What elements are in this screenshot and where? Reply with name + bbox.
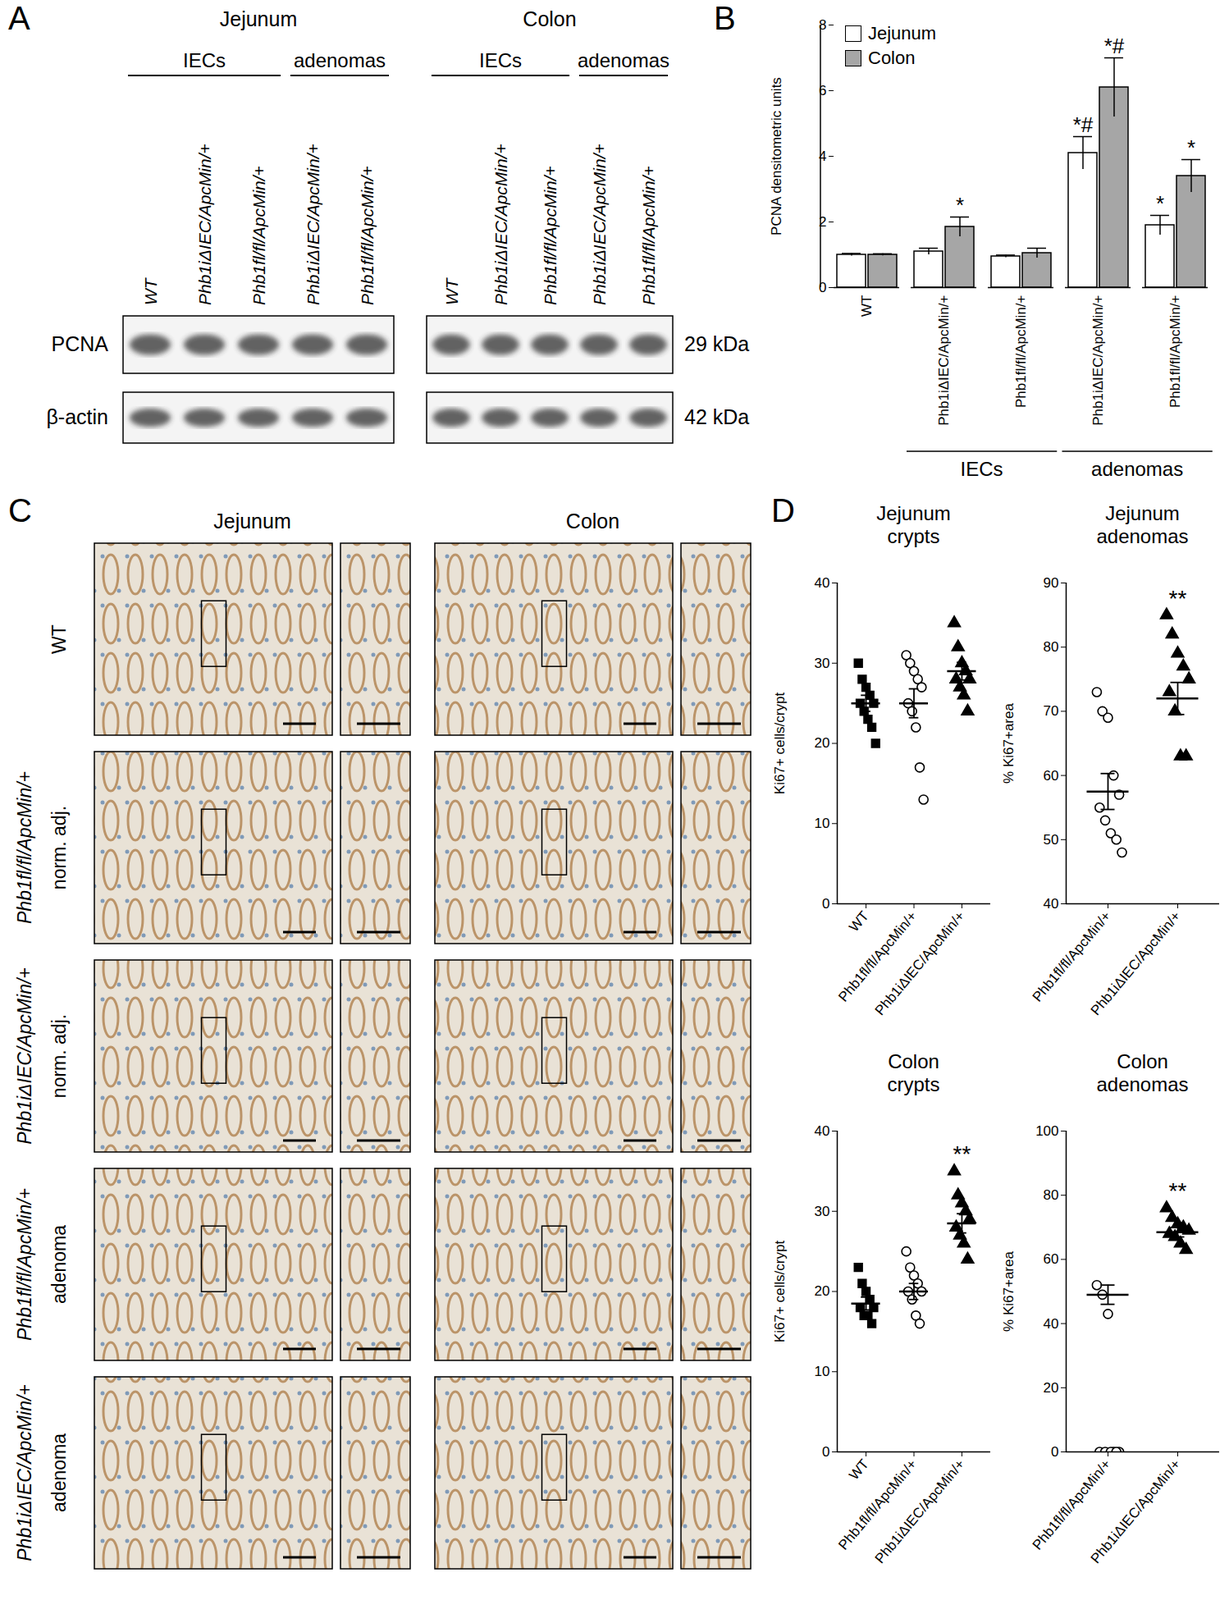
svg-text:2: 2 [818,214,827,230]
svg-text:Jejunum: Jejunum [213,509,292,533]
html-text:B: B [713,0,736,37]
svg-text:30: 30 [814,1203,831,1220]
svg-text:*#: *# [1104,33,1125,59]
html-text:Colon crypts: Colon crypts [887,1050,940,1096]
svg-text:WT: WT [48,624,70,654]
svg-text:Phb1iΔIEC/ApcMin/+: Phb1iΔIEC/ApcMin/+ [589,143,609,306]
svg-text:20: 20 [814,735,831,751]
svg-text:*: * [1187,135,1196,160]
svg-text:50: 50 [1043,831,1060,848]
svg-text:8: 8 [818,17,827,33]
svg-text:Ki67+ cells/crypt: Ki67+ cells/crypt [772,692,788,795]
html-text:Colon: Colon [868,47,916,69]
svg-text:WT: WT [141,276,160,306]
svg-text:**: ** [1169,1178,1188,1204]
svg-text:Colon: Colon [566,509,620,533]
svg-text:4: 4 [818,148,827,165]
svg-text:80: 80 [1043,1187,1060,1203]
svg-text:29 kDa: 29 kDa [684,332,750,356]
svg-text:10: 10 [814,815,831,832]
svg-text:Phb1iΔIEC/ApcMin/+: Phb1iΔIEC/ApcMin/+ [491,143,511,306]
svg-text:adenomas: adenomas [293,49,386,72]
svg-text:Phb1iΔIEC/ApcMin/+: Phb1iΔIEC/ApcMin/+ [303,143,323,306]
svg-text:Phb1iΔIEC/ApcMin/+: Phb1iΔIEC/ApcMin/+ [872,1456,969,1567]
svg-text:100: 100 [1035,1123,1059,1139]
svg-text:Phb1fl/fl/ApcMin/+: Phb1fl/fl/ApcMin/+ [13,1187,36,1341]
svg-text:adenoma: adenoma [48,1224,70,1304]
svg-text:0: 0 [818,279,827,296]
svg-text:Phb1fl/fl/ApcMin/+: Phb1fl/fl/ApcMin/+ [13,771,36,924]
svg-text:norm. adj.: norm. adj. [48,805,70,890]
svg-text:20: 20 [814,1283,831,1299]
svg-text:Phb1iΔIEC/ApcMin/+: Phb1iΔIEC/ApcMin/+ [1087,908,1184,1019]
svg-text:IECs: IECs [182,49,226,72]
svg-text:WT: WT [442,276,462,306]
svg-text:WT: WT [858,295,875,317]
html-text:D: D [771,492,795,529]
html-text:Jejunum: Jejunum [868,22,937,44]
svg-text:0: 0 [822,1443,830,1460]
html-text:Jejunum crypts: Jejunum crypts [876,502,951,548]
svg-text:Phb1iΔIEC/ApcMin/+: Phb1iΔIEC/ApcMin/+ [1090,294,1106,425]
svg-text:norm. adj.: norm. adj. [48,1014,70,1098]
svg-text:*#: *# [1073,112,1094,138]
svg-text:42 kDa: 42 kDa [684,405,750,429]
svg-text:IECs: IECs [479,49,522,72]
svg-text:*: * [955,192,965,218]
svg-text:Phb1fl/fl/ApcMin/+: Phb1fl/fl/ApcMin/+ [1167,294,1184,408]
svg-text:Phb1fl/fl/ApcMin/+: Phb1fl/fl/ApcMin/+ [835,908,920,1005]
svg-text:40: 40 [1043,895,1060,912]
svg-text:90: 90 [1043,575,1060,591]
svg-text:% Ki67+area: % Ki67+area [1000,703,1017,784]
html-text:A: A [8,0,31,37]
svg-text:Jejunum: Jejunum [219,7,298,31]
svg-text:0: 0 [1050,1443,1059,1460]
svg-text:WT: WT [845,908,873,935]
svg-text:Phb1fl/fl/ApcMin/+: Phb1fl/fl/ApcMin/+ [1029,1456,1115,1554]
svg-text:Phb1iΔIEC/ApcMin/+: Phb1iΔIEC/ApcMin/+ [13,967,36,1145]
html-text:Jejunum adenomas: Jejunum adenomas [1096,502,1189,548]
svg-text:40: 40 [814,575,831,591]
svg-text:**: ** [1169,585,1188,612]
svg-text:% Ki67+area: % Ki67+area [1000,1251,1017,1332]
svg-text:40: 40 [814,1123,831,1139]
svg-text:WT: WT [845,1456,873,1483]
svg-text:PCNA: PCNA [51,332,110,356]
svg-text:Phb1iΔIEC/ApcMin/+: Phb1iΔIEC/ApcMin/+ [872,908,969,1019]
svg-text:Phb1fl/fl/ApcMin/+: Phb1fl/fl/ApcMin/+ [249,165,269,306]
svg-text:Phb1fl/fl/ApcMin/+: Phb1fl/fl/ApcMin/+ [1013,294,1029,408]
html-text:C: C [8,492,32,529]
svg-text:Colon: Colon [522,7,576,31]
svg-text:**: ** [953,1141,972,1167]
svg-text:Phb1iΔIEC/ApcMin/+: Phb1iΔIEC/ApcMin/+ [13,1384,36,1562]
svg-text:Phb1fl/fl/ApcMin/+: Phb1fl/fl/ApcMin/+ [835,1456,920,1553]
svg-text:Ki67+ cells/crypt: Ki67+ cells/crypt [772,1240,788,1344]
svg-text:10: 10 [814,1363,831,1380]
svg-text:PCNA densitometric units: PCNA densitometric units [768,77,785,236]
svg-text:Phb1fl/fl/ApcMin/+: Phb1fl/fl/ApcMin/+ [1029,908,1115,1006]
svg-text:30: 30 [814,655,831,672]
svg-text:Phb1fl/fl/ApcMin/+: Phb1fl/fl/ApcMin/+ [540,165,560,306]
svg-text:70: 70 [1043,703,1060,719]
svg-text:adenomas: adenomas [577,49,670,72]
svg-text:60: 60 [1043,767,1060,784]
svg-text:Phb1fl/fl/ApcMin/+: Phb1fl/fl/ApcMin/+ [639,165,658,306]
svg-text:IECs: IECs [960,457,1004,480]
svg-text:Phb1iΔIEC/ApcMin/+: Phb1iΔIEC/ApcMin/+ [195,143,215,306]
svg-text:β-actin: β-actin [45,405,109,429]
svg-text:40: 40 [1043,1315,1060,1332]
svg-text:0: 0 [822,895,830,912]
html-text:Colon adenomas: Colon adenomas [1096,1050,1189,1096]
svg-text:20: 20 [1043,1379,1060,1396]
svg-text:Phb1iΔIEC/ApcMin/+: Phb1iΔIEC/ApcMin/+ [936,294,952,425]
svg-text:60: 60 [1043,1251,1060,1267]
svg-text:adenomas: adenomas [1091,457,1184,480]
svg-text:6: 6 [818,82,827,99]
svg-text:Phb1fl/fl/ApcMin/+: Phb1fl/fl/ApcMin/+ [357,165,377,306]
svg-text:Phb1iΔIEC/ApcMin/+: Phb1iΔIEC/ApcMin/+ [1087,1456,1184,1567]
svg-text:80: 80 [1043,639,1060,655]
svg-text:*: * [1155,191,1165,216]
svg-text:adenoma: adenoma [48,1433,70,1513]
